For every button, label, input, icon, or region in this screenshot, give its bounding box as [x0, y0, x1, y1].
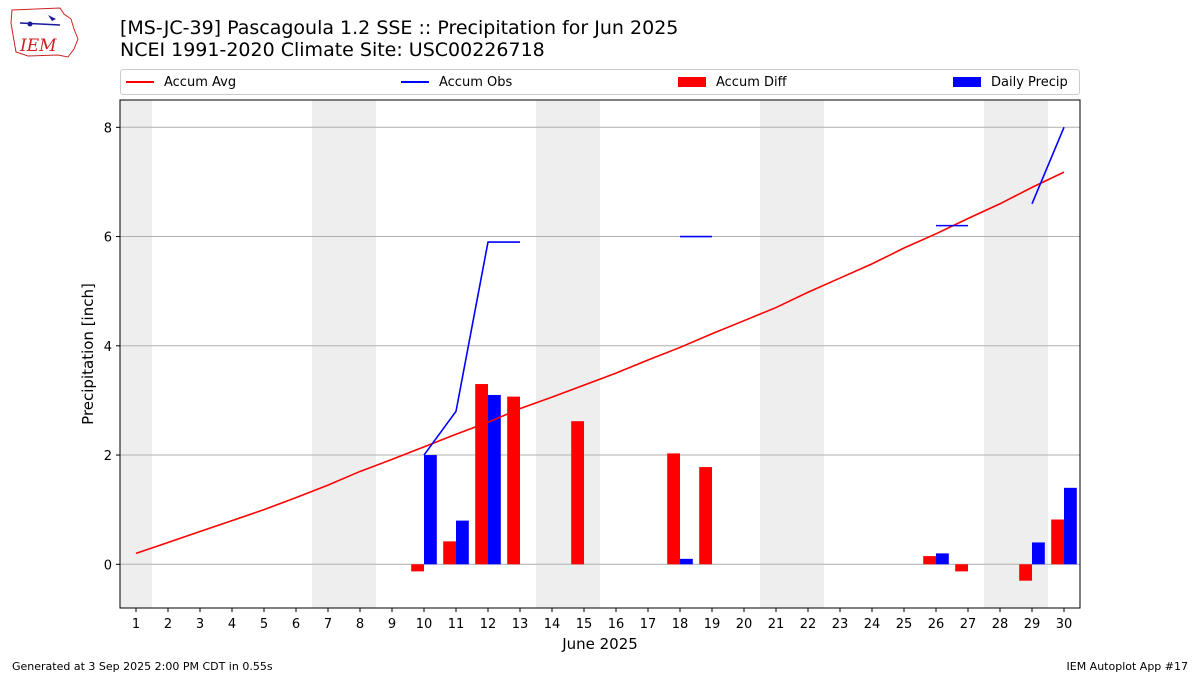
daily-precip-bar [488, 394, 501, 565]
y-axis-label: Precipitation [inch] [79, 283, 97, 425]
x-tick-label: 17 [640, 617, 657, 632]
legend-item-accum-avg: Accum Avg [126, 70, 236, 94]
x-tick-label: 10 [416, 617, 433, 632]
accum-diff-bar [955, 564, 968, 572]
x-tick-label: 5 [260, 617, 268, 632]
y-tick-label: 0 [104, 558, 112, 573]
accum-obs-line [1031, 127, 1065, 205]
footer-app: IEM Autoplot App #17 [1066, 660, 1189, 673]
accum-diff-bar [475, 384, 488, 565]
accum-diff-bar [667, 453, 680, 565]
accum-diff-bar [923, 556, 936, 565]
x-axis-label: June 2025 [561, 635, 638, 653]
x-tick-label: 8 [356, 617, 364, 632]
accum-diff-bar [411, 564, 424, 572]
legend-label: Accum Avg [164, 74, 237, 90]
x-tick-label: 16 [608, 617, 625, 632]
accum-diff-bar [507, 396, 520, 565]
x-tick-label: 7 [324, 617, 332, 632]
accum-obs-line [423, 241, 520, 456]
accum-diff-bar [443, 541, 456, 565]
legend-swatch [126, 81, 154, 83]
weekend-band [312, 100, 376, 608]
weekend-band [760, 100, 824, 608]
legend-label: Daily Precip [991, 74, 1068, 90]
iem-logo: IEM [10, 7, 79, 58]
legend-label: Accum Diff [716, 74, 787, 90]
accum-diff-bar [1051, 519, 1064, 565]
accum-diff-bar [1019, 564, 1032, 581]
legend-swatch [953, 77, 981, 87]
logo-text: IEM [19, 36, 57, 56]
footer-generated: Generated at 3 Sep 2025 2:00 PM CDT in 0… [12, 660, 273, 673]
legend-label: Accum Obs [439, 74, 513, 90]
x-tick-label: 11 [448, 617, 465, 632]
daily-precip-bar [1032, 542, 1045, 565]
x-tick-label: 28 [992, 617, 1009, 632]
daily-precip-bar [424, 455, 437, 565]
y-tick-label: 6 [104, 231, 112, 246]
x-tick-label: 19 [704, 617, 721, 632]
accum-avg-line [135, 171, 1065, 555]
x-tick-label: 15 [576, 617, 593, 632]
legend-swatch [678, 77, 706, 87]
x-tick-label: 30 [1056, 617, 1073, 632]
x-tick-label: 21 [768, 617, 785, 632]
x-tick-label: 27 [960, 617, 977, 632]
weekend-band [536, 100, 600, 608]
x-tick-label: 9 [388, 617, 396, 632]
x-tick-label: 3 [196, 617, 204, 632]
x-tick-label: 14 [544, 617, 561, 632]
x-tick-label: 1 [132, 617, 140, 632]
x-tick-label: 2 [164, 617, 172, 632]
y-tick-label: 4 [104, 340, 112, 355]
x-tick-label: 24 [864, 617, 881, 632]
daily-precip-bar [680, 558, 693, 565]
legend-item-accum-obs: Accum Obs [401, 70, 512, 94]
x-tick-label: 22 [800, 617, 817, 632]
daily-precip-bar [1064, 487, 1077, 565]
x-tick-label: 12 [480, 617, 497, 632]
accum-diff-bar [699, 467, 712, 565]
y-tick-label: 2 [104, 449, 112, 464]
legend-item-accum-diff: Accum Diff [678, 70, 787, 94]
x-tick-label: 18 [672, 617, 689, 632]
x-tick-label: 26 [928, 617, 945, 632]
legend: Accum Avg Accum Obs Accum Diff Daily Pre… [120, 69, 1080, 95]
x-tick-label: 20 [736, 617, 753, 632]
x-tick-label: 23 [832, 617, 849, 632]
daily-precip-bar [936, 553, 949, 565]
chart-subtitle: NCEI 1991-2020 Climate Site: USC00226718 [120, 39, 545, 61]
plot-frame [119, 99, 1081, 609]
weekend-band [984, 100, 1048, 608]
x-tick-label: 6 [292, 617, 300, 632]
y-tick-label: 8 [104, 121, 112, 136]
legend-item-daily-precip: Daily Precip [953, 70, 1068, 94]
accum-diff-bar [571, 421, 584, 565]
x-tick-label: 25 [896, 617, 913, 632]
x-tick-label: 29 [1024, 617, 1041, 632]
legend-swatch [401, 81, 429, 83]
weekend-band [120, 100, 152, 608]
x-tick-label: 4 [228, 617, 236, 632]
chart-title: [MS-JC-39] Pascagoula 1.2 SSE :: Precipi… [120, 17, 679, 39]
x-tick-label: 13 [512, 617, 529, 632]
daily-precip-bar [456, 520, 469, 565]
